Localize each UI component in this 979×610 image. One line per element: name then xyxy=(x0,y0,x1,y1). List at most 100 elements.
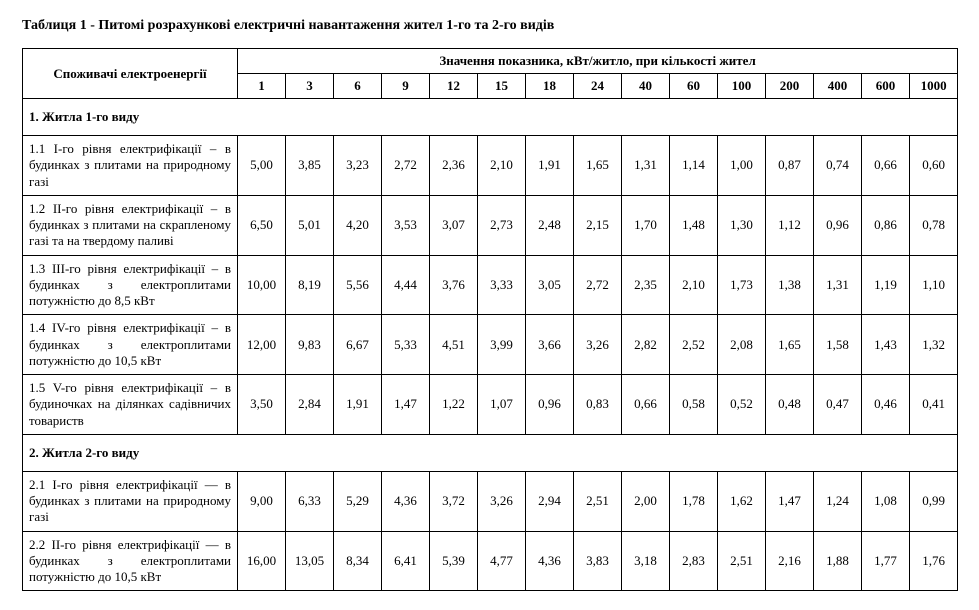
data-cell: 2,52 xyxy=(670,315,718,375)
row-label: 1.4 IV-го рівня електрифікації – в будин… xyxy=(23,315,238,375)
row-label: 1.3 ІІІ-го рівня електрифікації – в буди… xyxy=(23,255,238,315)
col-header: 100 xyxy=(718,74,766,99)
data-cell: 2,48 xyxy=(526,195,574,255)
data-cell: 13,05 xyxy=(286,531,334,591)
data-cell: 2,10 xyxy=(478,136,526,196)
data-cell: 1,58 xyxy=(814,315,862,375)
data-cell: 9,83 xyxy=(286,315,334,375)
data-cell: 9,00 xyxy=(238,471,286,531)
data-cell: 0,52 xyxy=(718,375,766,435)
data-cell: 1,32 xyxy=(910,315,958,375)
col-header: 18 xyxy=(526,74,574,99)
row-label: 2.1 І-го рівня електрифікації — в будинк… xyxy=(23,471,238,531)
data-cell: 2,51 xyxy=(574,471,622,531)
col-header: 60 xyxy=(670,74,718,99)
data-cell: 0,66 xyxy=(622,375,670,435)
data-cell: 2,51 xyxy=(718,531,766,591)
table-row: 1.5 V-го рівня електрифікації – в будино… xyxy=(23,375,958,435)
data-cell: 2,73 xyxy=(478,195,526,255)
data-cell: 10,00 xyxy=(238,255,286,315)
data-cell: 0,47 xyxy=(814,375,862,435)
col-header: 200 xyxy=(766,74,814,99)
data-cell: 1,76 xyxy=(910,531,958,591)
data-cell: 1,65 xyxy=(574,136,622,196)
header-consumers: Споживачі електроенергії xyxy=(23,49,238,99)
data-cell: 2,10 xyxy=(670,255,718,315)
table-row: 2.1 І-го рівня електрифікації — в будинк… xyxy=(23,471,958,531)
data-cell: 5,33 xyxy=(382,315,430,375)
data-cell: 3,26 xyxy=(478,471,526,531)
data-cell: 2,36 xyxy=(430,136,478,196)
data-cell: 1,24 xyxy=(814,471,862,531)
data-cell: 1,70 xyxy=(622,195,670,255)
data-cell: 1,30 xyxy=(718,195,766,255)
data-cell: 3,53 xyxy=(382,195,430,255)
data-cell: 2,15 xyxy=(574,195,622,255)
data-cell: 3,85 xyxy=(286,136,334,196)
col-header: 9 xyxy=(382,74,430,99)
data-cell: 3,50 xyxy=(238,375,286,435)
data-cell: 3,72 xyxy=(430,471,478,531)
data-cell: 5,00 xyxy=(238,136,286,196)
data-cell: 0,96 xyxy=(526,375,574,435)
data-cell: 0,99 xyxy=(910,471,958,531)
table-row: 1.3 ІІІ-го рівня електрифікації – в буди… xyxy=(23,255,958,315)
table-row: 1.1 І-го рівня електрифікації – в будинк… xyxy=(23,136,958,196)
data-cell: 1,91 xyxy=(334,375,382,435)
data-cell: 4,44 xyxy=(382,255,430,315)
data-cell: 1,14 xyxy=(670,136,718,196)
data-cell: 16,00 xyxy=(238,531,286,591)
data-cell: 1,73 xyxy=(718,255,766,315)
data-cell: 0,96 xyxy=(814,195,862,255)
data-cell: 3,33 xyxy=(478,255,526,315)
data-cell: 2,84 xyxy=(286,375,334,435)
row-label: 1.5 V-го рівня електрифікації – в будино… xyxy=(23,375,238,435)
data-cell: 0,87 xyxy=(766,136,814,196)
data-cell: 3,83 xyxy=(574,531,622,591)
data-cell: 2,94 xyxy=(526,471,574,531)
data-cell: 1,07 xyxy=(478,375,526,435)
data-cell: 1,10 xyxy=(910,255,958,315)
section-title: 1. Житла 1-го виду xyxy=(23,99,958,136)
data-cell: 5,01 xyxy=(286,195,334,255)
data-cell: 0,86 xyxy=(862,195,910,255)
data-cell: 6,67 xyxy=(334,315,382,375)
data-cell: 3,23 xyxy=(334,136,382,196)
data-cell: 1,48 xyxy=(670,195,718,255)
data-cell: 1,31 xyxy=(814,255,862,315)
data-cell: 3,76 xyxy=(430,255,478,315)
col-header: 400 xyxy=(814,74,862,99)
data-cell: 1,43 xyxy=(862,315,910,375)
col-header: 1 xyxy=(238,74,286,99)
col-header: 12 xyxy=(430,74,478,99)
data-cell: 1,78 xyxy=(670,471,718,531)
table-row: 1.4 IV-го рівня електрифікації – в будин… xyxy=(23,315,958,375)
data-cell: 0,58 xyxy=(670,375,718,435)
data-cell: 1,47 xyxy=(382,375,430,435)
data-cell: 4,51 xyxy=(430,315,478,375)
col-header: 3 xyxy=(286,74,334,99)
data-cell: 1,62 xyxy=(718,471,766,531)
data-cell: 0,74 xyxy=(814,136,862,196)
col-header: 1000 xyxy=(910,74,958,99)
data-cell: 1,12 xyxy=(766,195,814,255)
data-cell: 2,16 xyxy=(766,531,814,591)
data-cell: 5,29 xyxy=(334,471,382,531)
section-title: 2. Житла 2-го виду xyxy=(23,434,958,471)
col-header: 600 xyxy=(862,74,910,99)
data-cell: 1,22 xyxy=(430,375,478,435)
data-cell: 1,77 xyxy=(862,531,910,591)
data-cell: 1,91 xyxy=(526,136,574,196)
row-label: 1.1 І-го рівня електрифікації – в будинк… xyxy=(23,136,238,196)
data-cell: 2,35 xyxy=(622,255,670,315)
col-header: 15 xyxy=(478,74,526,99)
table-row: 2.2 ІІ-го рівня електрифікації — в будин… xyxy=(23,531,958,591)
data-cell: 0,78 xyxy=(910,195,958,255)
data-cell: 2,72 xyxy=(574,255,622,315)
col-header: 24 xyxy=(574,74,622,99)
data-cell: 4,77 xyxy=(478,531,526,591)
row-label: 2.2 ІІ-го рівня електрифікації — в будин… xyxy=(23,531,238,591)
data-cell: 0,46 xyxy=(862,375,910,435)
table-caption: Таблиця 1 - Питомі розрахункові електрич… xyxy=(22,18,957,34)
data-cell: 1,19 xyxy=(862,255,910,315)
